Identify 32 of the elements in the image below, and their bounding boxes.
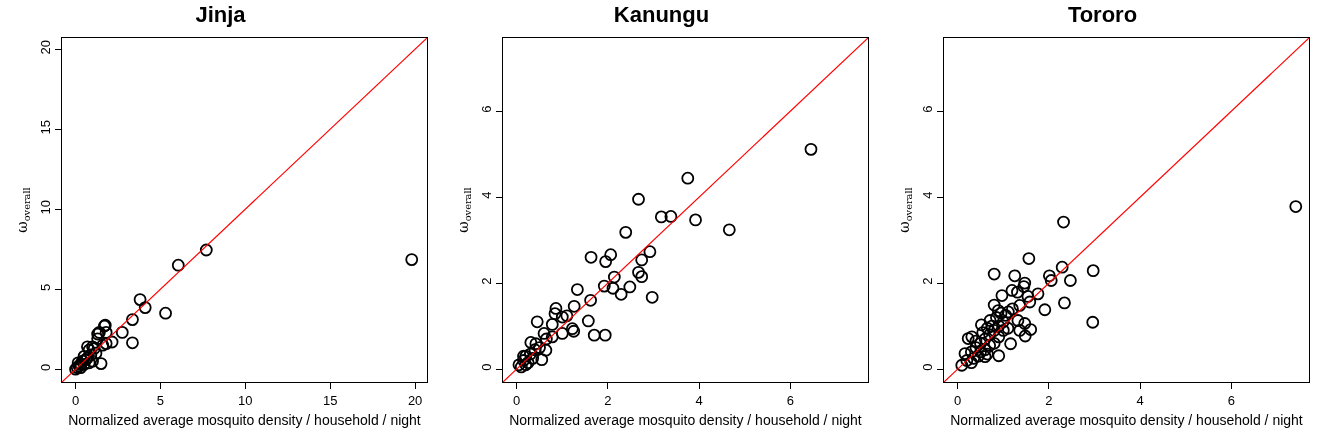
x-tick-label: 2	[1045, 392, 1053, 408]
chart-title: Tororo	[1067, 1, 1138, 27]
y-tick-label: 5	[37, 283, 53, 291]
x-tick-label: 4	[695, 392, 703, 408]
x-tick-label: 6	[1227, 392, 1236, 408]
x-axis-title: Normalized average mosquito density / household / night	[509, 411, 862, 428]
y-tick-label: 0	[478, 363, 494, 371]
y-tick-label: 0	[37, 363, 53, 371]
x-axis-title: Normalized average mosquito density / household / night	[68, 411, 421, 428]
x-axis-title: Normalized average mosquito density / household / night	[950, 411, 1303, 428]
x-tick-label: 0	[71, 392, 80, 408]
y-tick-label: 10	[37, 200, 53, 215]
y-tick-label: 6	[919, 105, 935, 113]
x-tick-label: 0	[513, 392, 521, 408]
x-tick-label: 0	[954, 392, 962, 408]
y-tick-label: 6	[478, 105, 494, 113]
y-tick-label: 4	[919, 191, 935, 199]
chart-title: Jinja	[195, 1, 247, 27]
y-tick-label: 4	[478, 191, 494, 199]
y-tick-label: 2	[478, 277, 494, 285]
y-tick-label: 15	[37, 120, 53, 135]
x-tick-label: 15	[323, 392, 338, 408]
x-tick-label: 4	[1136, 392, 1144, 408]
x-tick-label: 20	[407, 392, 423, 408]
y-tick-label: 20	[37, 40, 53, 55]
x-tick-label: 2	[604, 392, 612, 408]
x-tick-label: 6	[786, 392, 795, 408]
y-tick-label: 0	[919, 363, 935, 371]
x-tick-label: 5	[156, 392, 165, 408]
y-tick-label: 2	[919, 277, 935, 285]
x-tick-label: 10	[238, 392, 253, 408]
chart-title: Kanungu	[613, 1, 710, 27]
